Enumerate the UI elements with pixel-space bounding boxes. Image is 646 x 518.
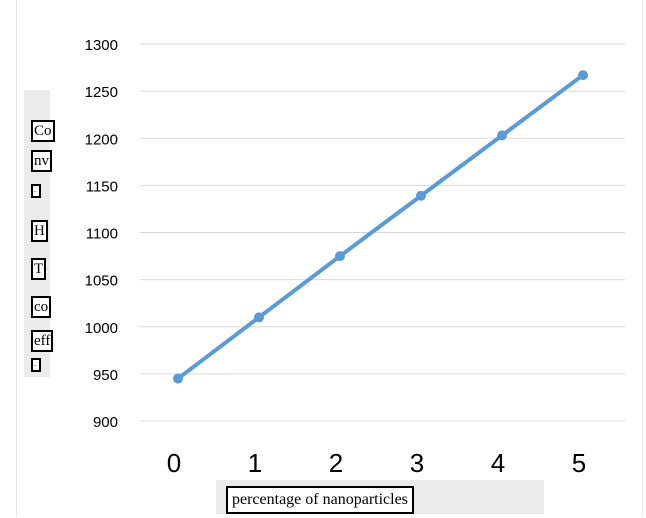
y-tick-label: 1000 [85, 320, 118, 337]
data-point [497, 130, 507, 141]
y-axis-label-fragment: Co [31, 120, 55, 142]
y-tick-label: 1050 [85, 273, 118, 290]
data-point [173, 373, 183, 384]
y-tick-label: 950 [93, 367, 118, 384]
x-axis-label: percentage of nanoparticles [226, 486, 414, 514]
y-tick-label: 1300 [85, 37, 118, 54]
y-axis-label-fragment: . [31, 184, 41, 198]
y-axis-label-fragment: nv [31, 150, 52, 172]
chart-frame [16, 0, 643, 517]
x-tick-label: 0 [167, 448, 181, 478]
y-axis-label-fragment: . [31, 358, 41, 372]
data-point [335, 251, 345, 262]
y-axis-label-fragment: T [31, 258, 47, 280]
y-axis-label-fragment: eff [31, 330, 54, 352]
y-tick-label: 1250 [85, 84, 118, 101]
x-tick-label: 4 [491, 448, 505, 478]
series-line [176, 73, 585, 381]
y-axis-label-fragment: H [31, 220, 48, 242]
y-tick-label: 900 [93, 414, 118, 431]
data-point [254, 312, 264, 323]
x-tick-label: 1 [248, 448, 262, 478]
y-tick-label: 1200 [85, 131, 118, 148]
x-tick-label: 3 [410, 448, 424, 478]
data-point [416, 190, 426, 201]
data-point [578, 70, 588, 81]
x-tick-label: 2 [329, 448, 343, 478]
y-axis-label-fragment: co [31, 296, 52, 318]
y-tick-label: 1150 [86, 178, 118, 195]
y-tick-label: 1100 [86, 226, 118, 243]
x-tick-label: 5 [572, 448, 586, 478]
